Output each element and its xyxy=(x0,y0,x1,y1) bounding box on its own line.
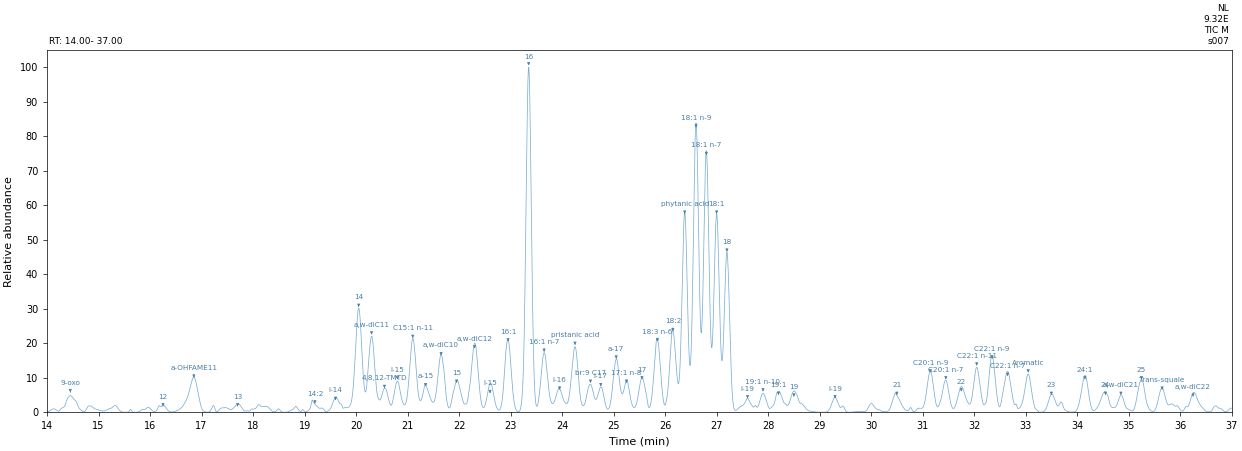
Text: 14:2: 14:2 xyxy=(307,391,323,403)
Text: 16:1 n-7: 16:1 n-7 xyxy=(529,339,559,351)
Y-axis label: Relative abundance: Relative abundance xyxy=(4,175,14,286)
Text: pristanic acid: pristanic acid xyxy=(550,332,599,344)
Text: 22: 22 xyxy=(956,379,966,391)
Text: a-17: a-17 xyxy=(609,346,625,358)
X-axis label: Time (min): Time (min) xyxy=(609,437,669,447)
Text: C22:1 n-9: C22:1 n-9 xyxy=(975,346,1010,358)
Text: C20:1 n-7: C20:1 n-7 xyxy=(928,367,964,379)
Text: 24:1: 24:1 xyxy=(1077,367,1093,379)
Text: C15:1 n-11: C15:1 n-11 xyxy=(392,325,432,337)
Text: a-OHFAME11: a-OHFAME11 xyxy=(170,365,217,377)
Text: 19:1: 19:1 xyxy=(770,382,786,394)
Text: C22:1 n-11: C22:1 n-11 xyxy=(956,353,997,365)
Text: Aromatic: Aromatic xyxy=(1012,359,1045,372)
Text: 18:2: 18:2 xyxy=(664,318,681,331)
Text: Trans-squale: Trans-squale xyxy=(1139,377,1185,389)
Text: a,w-diC10: a,w-diC10 xyxy=(424,342,460,354)
Text: i-15: i-15 xyxy=(483,380,497,392)
Text: a-15: a-15 xyxy=(417,373,433,386)
Text: i-14: i-14 xyxy=(329,387,343,400)
Text: NL
9.32E
TIC M
s007: NL 9.32E TIC M s007 xyxy=(1203,4,1230,46)
Text: 16: 16 xyxy=(524,54,533,64)
Text: 19: 19 xyxy=(789,384,799,396)
Text: 23: 23 xyxy=(1047,382,1056,394)
Text: 18:1 n-7: 18:1 n-7 xyxy=(691,142,722,154)
Text: 14: 14 xyxy=(354,294,364,306)
Text: a,w-diC22: a,w-diC22 xyxy=(1175,384,1211,396)
Text: 15: 15 xyxy=(452,370,461,382)
Text: 19:1 n-10: 19:1 n-10 xyxy=(745,379,780,391)
Text: br:9 C17: br:9 C17 xyxy=(575,370,606,382)
Text: phytanic acid: phytanic acid xyxy=(661,201,709,213)
Text: a,w-diC21: a,w-diC21 xyxy=(1103,382,1139,394)
Text: 18: 18 xyxy=(723,239,732,251)
Text: 24: 24 xyxy=(1100,382,1110,394)
Text: 21: 21 xyxy=(892,382,902,394)
Text: C22:1 n-7: C22:1 n-7 xyxy=(990,363,1026,375)
Text: 25: 25 xyxy=(1136,367,1146,379)
Text: i-17: i-17 xyxy=(594,373,607,386)
Text: i-16: i-16 xyxy=(553,377,566,389)
Text: i-19: i-19 xyxy=(828,386,842,398)
Text: a,w-diC12: a,w-diC12 xyxy=(457,336,493,348)
Text: i-15: i-15 xyxy=(390,367,404,379)
Text: 13: 13 xyxy=(233,394,242,406)
Text: 18:1: 18:1 xyxy=(708,201,725,213)
Text: i-19: i-19 xyxy=(740,386,754,398)
Text: 17: 17 xyxy=(637,367,647,379)
Text: RT: 14.00- 37.00: RT: 14.00- 37.00 xyxy=(50,37,123,46)
Text: C20:1 n-9: C20:1 n-9 xyxy=(913,359,948,372)
Text: 18:1 n-9: 18:1 n-9 xyxy=(681,115,712,127)
Text: 4,8,12-TMTD: 4,8,12-TMTD xyxy=(361,375,407,387)
Text: 12: 12 xyxy=(159,394,168,406)
Text: 18:3 n-6: 18:3 n-6 xyxy=(642,329,673,341)
Text: 9-oxo: 9-oxo xyxy=(61,380,81,392)
Text: 16:1: 16:1 xyxy=(499,329,517,341)
Text: a,w-diC11: a,w-diC11 xyxy=(354,322,390,334)
Text: 17:1 n-8: 17:1 n-8 xyxy=(611,370,642,382)
